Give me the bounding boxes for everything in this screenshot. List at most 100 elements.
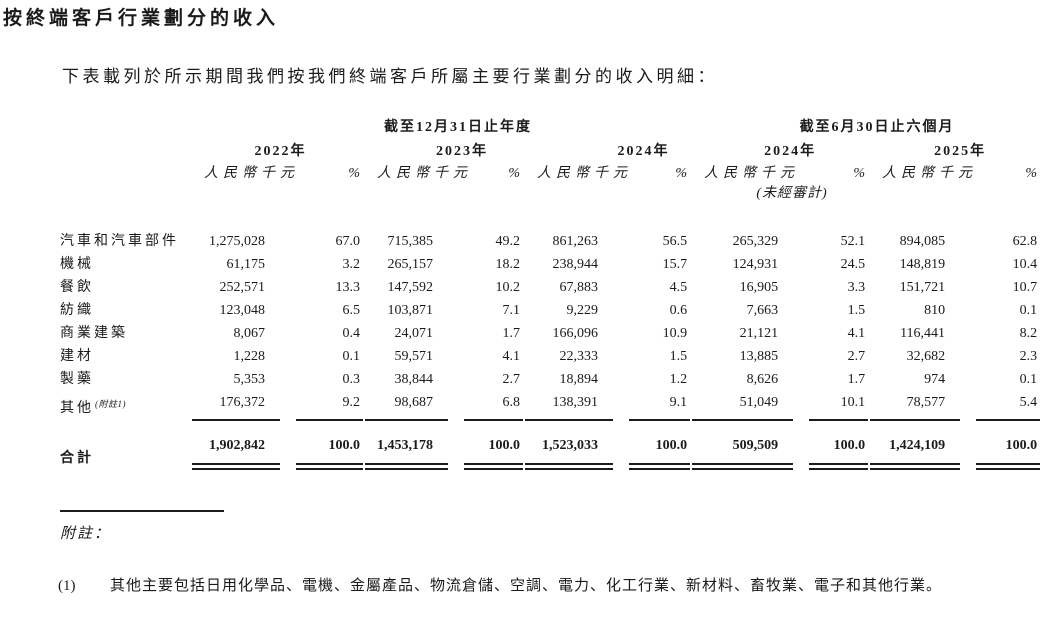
percent-cell: 100.0 — [280, 434, 363, 470]
section-title: 按終端客戶行業劃分的收入 — [3, 8, 280, 29]
units-header-row: 人民幣千元% 人民幣千元% 人民幣千元% 人民幣千元% 人民幣千元% — [60, 160, 1040, 182]
percent-cell: 3.3 — [847, 280, 866, 295]
spacer-row — [60, 202, 1040, 230]
percent-cell: 0.1 — [1019, 372, 1038, 387]
amount-cell: 147,592 — [387, 280, 434, 295]
amount-cell: 1,228 — [233, 349, 266, 364]
table-row: 紡織 123,048 6.5 103,871 7.1 9,229 0.6 7,663 1.5 81… — [60, 299, 1040, 322]
percent-cell: 24.5 — [840, 257, 866, 272]
percent-label: % — [348, 166, 360, 181]
amount-cell: 13,885 — [739, 349, 779, 364]
period-interim-header: 截至6月30日止六個月 — [799, 120, 955, 135]
year-header-2022: 2022年 — [254, 144, 307, 159]
percent-cell: 62.8 — [1012, 234, 1038, 249]
percent-cell: 1.7 — [502, 326, 521, 341]
table-row: 商業建築 8,067 0.4 24,071 1.7 166,096 10.9 21,121 4.… — [60, 322, 1040, 345]
percent-cell: 2.3 — [1019, 349, 1038, 364]
amount-cell: 810 — [924, 303, 946, 318]
percent-cell: 49.2 — [495, 234, 521, 249]
amount-cell: 1,902,842 — [190, 434, 280, 470]
amount-cell: 238,944 — [552, 257, 599, 272]
row-label: 其他(附註1) — [60, 399, 126, 416]
percent-cell: 4.1 — [502, 349, 521, 364]
percent-cell: 2.7 — [502, 372, 521, 387]
amount-cell: 509,509 — [690, 434, 794, 470]
currency-unit-label: 人民幣千元 — [204, 166, 299, 181]
percent-cell: 52.1 — [840, 234, 866, 249]
units-cell: 人民幣千元% — [190, 160, 363, 182]
percent-cell: 1.7 — [847, 372, 866, 387]
currency-unit-label: 人民幣千元 — [377, 166, 472, 181]
percent-cell: 1.5 — [669, 349, 688, 364]
footnote-text: 其他主要包括日用化學品、電機、金屬產品、物流倉儲、空調、電力、化工行業、新材料、… — [110, 578, 943, 594]
amount-cell: 151,721 — [899, 280, 946, 295]
table-row: 餐飲 252,571 13.3 147,592 10.2 67,883 4.5 16,905 3… — [60, 276, 1040, 299]
amount-cell: 98,687 — [363, 391, 448, 421]
percent-cell: 9.1 — [613, 391, 691, 421]
percent-cell: 1.2 — [669, 372, 688, 387]
units-cell: 人民幣千元% — [868, 160, 1040, 182]
percent-cell: 8.2 — [1019, 326, 1038, 341]
percent-cell: 0.4 — [342, 326, 361, 341]
row-label: 商業建築 — [60, 326, 128, 341]
intro-paragraph: 下表載列於所示期間我們按我們終端客戶所屬主要行業劃分的收入明細： — [62, 67, 718, 86]
percent-cell: 1.5 — [847, 303, 866, 318]
amount-cell: 51,049 — [690, 391, 794, 421]
amount-cell: 32,682 — [906, 349, 946, 364]
amount-cell: 59,571 — [394, 349, 434, 364]
table-row: 機械 61,175 3.2 265,157 18.2 238,944 15.7 124,931… — [60, 253, 1040, 276]
row-label: 建材 — [60, 349, 94, 364]
total-label: 合計 — [60, 451, 94, 466]
percent-cell: 10.9 — [662, 326, 688, 341]
percent-cell: 4.1 — [847, 326, 866, 341]
amount-cell: 24,071 — [394, 326, 434, 341]
amount-cell: 1,523,033 — [523, 434, 613, 470]
footnote-ref: (附註1) — [95, 399, 126, 409]
footnote-item-1: (1) 其他主要包括日用化學品、電機、金屬產品、物流倉儲、空調、電力、化工行業、… — [0, 572, 1050, 601]
currency-unit-label: 人民幣千元 — [537, 166, 632, 181]
table-row: 製藥 5,353 0.3 38,844 2.7 18,894 1.2 8,626 1.7 974 0… — [60, 368, 1040, 391]
percent-cell: 67.0 — [335, 234, 361, 249]
year-header-2025-interim: 2025年 — [934, 144, 987, 159]
percent-label: % — [853, 166, 866, 181]
empty-cell — [60, 110, 190, 136]
footnote-divider — [60, 510, 224, 512]
document-page: 按終端客戶行業劃分的收入 下表載列於所示期間我們按我們終端客戶所屬主要行業劃分的… — [0, 8, 1050, 640]
percent-cell: 7.1 — [502, 303, 521, 318]
amount-cell: 166,096 — [552, 326, 599, 341]
amount-cell: 148,819 — [899, 257, 946, 272]
year-header-2023: 2023年 — [436, 144, 488, 159]
notes-heading: 附註： — [60, 526, 112, 542]
amount-cell: 38,844 — [394, 372, 434, 387]
empty-cell — [60, 136, 190, 160]
percent-cell: 0.1 — [1019, 303, 1038, 318]
percent-cell: 18.2 — [495, 257, 521, 272]
amount-cell: 61,175 — [226, 257, 266, 272]
amount-cell: 21,121 — [739, 326, 779, 341]
percent-cell: 100.0 — [960, 434, 1041, 470]
revenue-by-industry-table: 截至12月31日止年度 截至6月30日止六個月 2022年 2023年 2024… — [60, 110, 1041, 470]
amount-cell: 176,372 — [190, 391, 280, 421]
amount-cell: 5,353 — [233, 372, 266, 387]
unaudited-row: (未經審計) — [60, 182, 1040, 202]
percent-cell: 0.6 — [669, 303, 688, 318]
units-cell: 人民幣千元% — [690, 160, 868, 182]
percent-cell: 6.8 — [448, 391, 523, 421]
amount-cell: 138,391 — [523, 391, 613, 421]
amount-cell: 124,931 — [732, 257, 779, 272]
percent-label: % — [675, 166, 688, 181]
amount-cell: 8,067 — [233, 326, 266, 341]
percent-cell: 10.2 — [495, 280, 521, 295]
amount-cell: 9,229 — [566, 303, 599, 318]
currency-unit-label: 人民幣千元 — [704, 166, 800, 181]
empty-cell — [868, 182, 1040, 202]
amount-cell: 103,871 — [387, 303, 434, 318]
percent-cell: 100.0 — [448, 434, 523, 470]
table-row: 汽車和汽車部件 1,275,028 67.0 715,385 49.2 861,263 56… — [60, 230, 1040, 253]
amount-cell: 67,883 — [559, 280, 599, 295]
amount-cell: 974 — [924, 372, 946, 387]
amount-cell: 265,329 — [732, 234, 779, 249]
amount-cell: 16,905 — [739, 280, 779, 295]
units-cell: 人民幣千元% — [363, 160, 523, 182]
amount-cell: 116,441 — [900, 326, 946, 341]
